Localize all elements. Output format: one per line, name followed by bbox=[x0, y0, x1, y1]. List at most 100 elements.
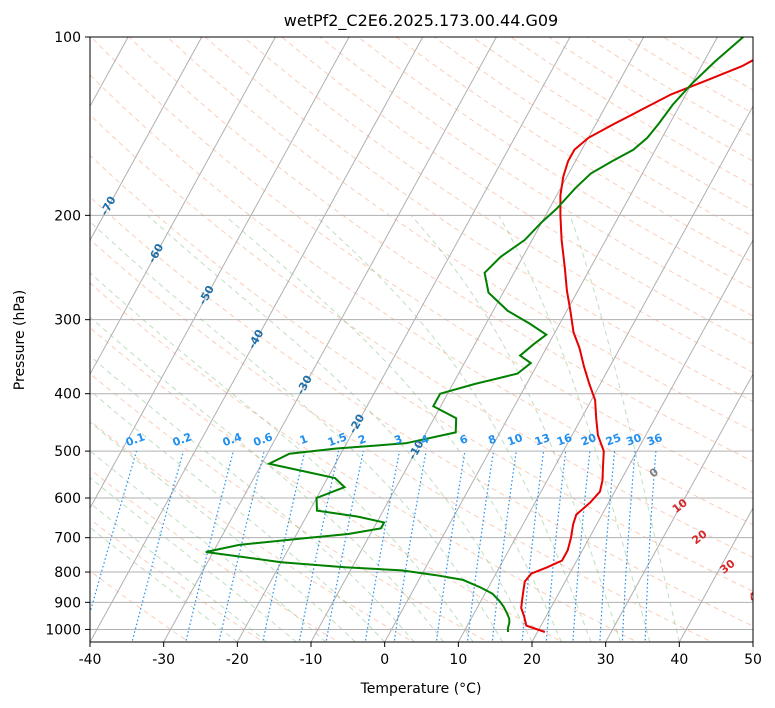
moist-adiabat-line bbox=[90, 477, 297, 642]
mixing-ratio-label: 0.6 bbox=[252, 430, 275, 449]
dry-adiabat-line bbox=[280, 37, 753, 345]
isotherm-line bbox=[90, 37, 276, 376]
x-tick-label: 40 bbox=[670, 652, 688, 668]
mixing-ratio-label: 1 bbox=[298, 432, 310, 447]
isotherm-line bbox=[457, 105, 753, 642]
isotherm-label: -80 bbox=[46, 153, 67, 177]
mixing-ratio-line bbox=[131, 450, 184, 642]
dry-adiabat-line bbox=[585, 37, 753, 138]
dry-adiabat-label: 30 bbox=[718, 557, 738, 577]
isotherm-line bbox=[90, 37, 350, 510]
mixing-ratio-label: 2 bbox=[356, 432, 368, 447]
moist-adiabat-line bbox=[410, 214, 621, 642]
dry-adiabat-line bbox=[319, 37, 753, 317]
x-tick-label: 0 bbox=[380, 652, 389, 668]
dry-adiabat-label: 0 bbox=[647, 465, 661, 480]
dry-adiabat-line bbox=[90, 154, 753, 592]
mixing-ratio-line bbox=[466, 451, 495, 642]
mixing-ratio-line bbox=[298, 450, 340, 642]
mixing-ratio-label: 36 bbox=[645, 431, 664, 449]
moist-adiabat-line bbox=[90, 355, 415, 642]
mixing-ratio-line bbox=[325, 450, 364, 642]
mixing-ratio-label: 4 bbox=[419, 432, 431, 447]
moist-adiabat-line bbox=[569, 215, 680, 642]
mixing-ratio-line bbox=[491, 451, 517, 642]
isotherm-label: -20 bbox=[346, 412, 367, 436]
y-tick-label: 300 bbox=[54, 313, 81, 329]
chart-title: wetPf2_C2E6.2025.173.00.44.G09 bbox=[284, 11, 558, 31]
dry-adiabat-line bbox=[90, 282, 639, 642]
mixing-ratio-label: 20 bbox=[579, 431, 598, 449]
moist-adiabat-line bbox=[90, 272, 474, 642]
dry-adiabat-line bbox=[662, 37, 753, 91]
y-tick-label: 700 bbox=[54, 531, 81, 547]
dry-adiabat-line bbox=[471, 37, 753, 212]
plot-frame bbox=[89, 36, 754, 643]
x-tick-label: 50 bbox=[744, 652, 762, 668]
isotherm-line bbox=[384, 37, 718, 642]
mixing-ratio-label: 25 bbox=[604, 431, 623, 448]
y-tick-label: 200 bbox=[54, 208, 81, 224]
moist-adiabat-line bbox=[90, 421, 356, 642]
isotherm-line bbox=[310, 37, 645, 642]
dry-adiabat-line bbox=[128, 37, 753, 463]
y-tick-label: 600 bbox=[54, 491, 81, 507]
y-tick-label: 100 bbox=[54, 30, 81, 46]
mixing-ratio-line bbox=[218, 450, 265, 642]
moist-adiabat-line bbox=[90, 450, 327, 642]
dry-adiabat-line bbox=[90, 37, 753, 494]
y-tick-label: 400 bbox=[54, 387, 81, 403]
mixing-ratio-line bbox=[521, 451, 545, 642]
moist-adiabat-line bbox=[147, 214, 533, 642]
isotherm-line bbox=[90, 37, 424, 642]
x-tick-label: 20 bbox=[523, 652, 541, 668]
isotherm-line bbox=[236, 37, 571, 642]
isotherm-line bbox=[90, 37, 203, 242]
mixing-ratio-line bbox=[545, 451, 567, 642]
dry-adiabat-line bbox=[90, 327, 564, 642]
dry-adiabat-line bbox=[166, 37, 753, 432]
y-tick-label: 500 bbox=[54, 444, 81, 460]
isotherm-line bbox=[605, 373, 753, 642]
dry-adiabat-line bbox=[90, 468, 340, 642]
isotherm-line bbox=[678, 507, 753, 642]
mixing-ratio-label: 8 bbox=[487, 432, 499, 447]
moist-adiabat-line bbox=[498, 215, 651, 642]
mixing-ratio-label: 1.5 bbox=[326, 430, 349, 449]
mixing-ratio-line bbox=[185, 450, 234, 642]
dry-adiabat-label: 40 bbox=[746, 585, 766, 605]
moist-adiabat-line bbox=[90, 316, 444, 642]
mixing-ratio-label: 16 bbox=[555, 431, 574, 449]
moist-adiabat-line bbox=[90, 389, 386, 642]
isotherm-label: -50 bbox=[196, 283, 217, 307]
dry-adiabat-label: 10 bbox=[670, 496, 690, 516]
dewpoint-profile-line bbox=[205, 37, 744, 633]
dry-adiabat-line bbox=[90, 372, 489, 642]
mixing-ratio-label: 13 bbox=[533, 431, 552, 448]
dry-adiabat-line bbox=[433, 37, 753, 237]
mixing-ratio-label: 0.2 bbox=[171, 430, 194, 449]
y-axis-label: Pressure (hPa) bbox=[12, 290, 28, 390]
y-tick-label: 900 bbox=[54, 595, 81, 611]
mixing-ratio-label: 0.4 bbox=[221, 430, 244, 449]
isotherm-label: -90 bbox=[0, 107, 19, 131]
moist-adiabat-line bbox=[90, 502, 268, 642]
x-tick-label: -10 bbox=[300, 652, 323, 668]
x-axis-label: Temperature (°C) bbox=[360, 681, 482, 697]
dry-adiabat-line bbox=[90, 570, 190, 642]
mixing-ratio-line bbox=[393, 450, 427, 642]
mixing-ratio-line bbox=[90, 450, 138, 615]
isotherm-line bbox=[163, 37, 497, 642]
dry-adiabat-line bbox=[90, 74, 753, 526]
mixing-ratio-label: 10 bbox=[506, 431, 525, 449]
dry-adiabat-line bbox=[90, 238, 713, 642]
isotherm-line bbox=[531, 239, 753, 642]
moist-adiabat-line bbox=[224, 214, 562, 642]
dry-adiabat-line bbox=[204, 37, 753, 402]
plot-area: -100-90-80-70-60-50-40-30-20-100.10.20.4… bbox=[0, 37, 766, 642]
x-tick-label: -40 bbox=[79, 652, 102, 668]
temperature-profile-line bbox=[520, 59, 753, 633]
mixing-ratio-line bbox=[621, 451, 636, 642]
mixing-ratio-label: 3 bbox=[393, 432, 405, 447]
